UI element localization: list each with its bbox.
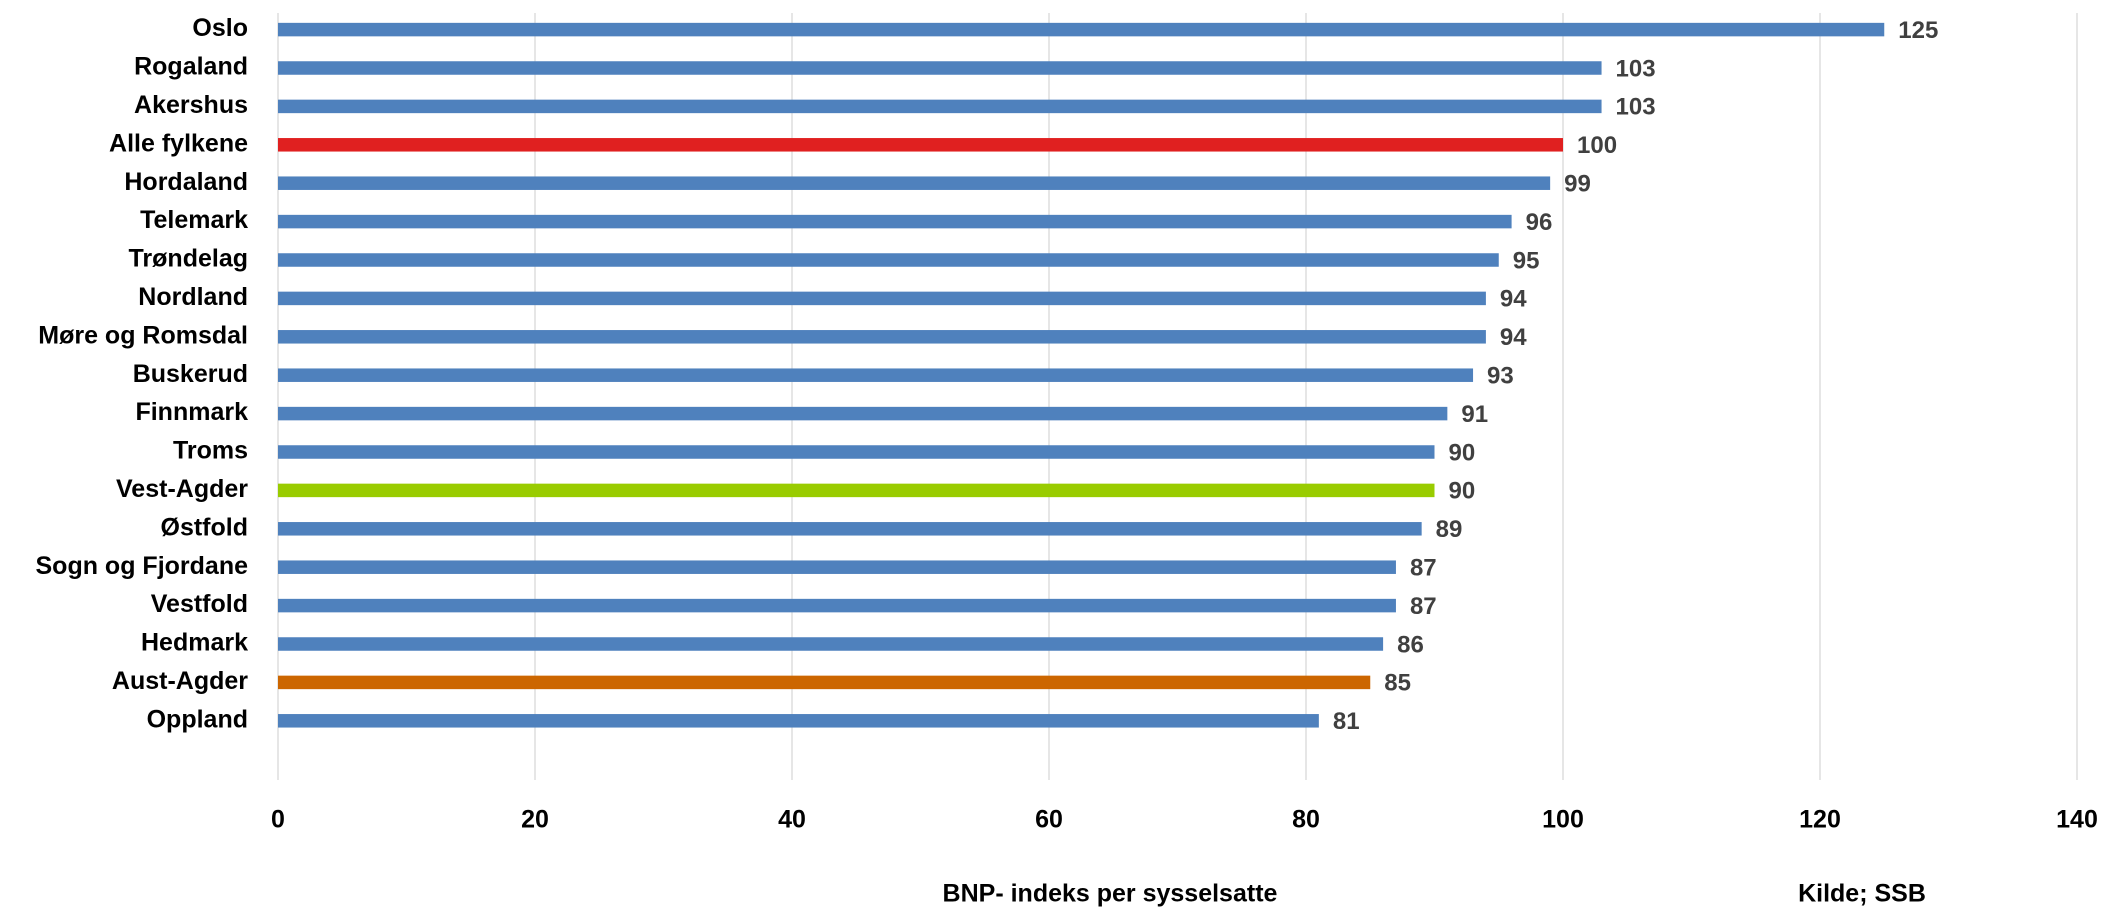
bar (278, 368, 1474, 382)
bar (278, 61, 1602, 75)
y-tick-label: Aust-Agder (112, 667, 248, 695)
y-tick-label: Oppland (147, 705, 248, 733)
y-tick-label: Møre og Romsdal (38, 321, 248, 349)
bar (278, 598, 1396, 613)
value-label: 89 (1436, 516, 1463, 543)
y-tick-label: Troms (173, 437, 248, 465)
source-note: Kilde; SSB (1798, 880, 1926, 908)
x-tick-label: 140 (2056, 806, 2098, 834)
value-label: 95 (1513, 247, 1540, 274)
bar (278, 406, 1448, 421)
bar (278, 138, 1563, 152)
y-tick-label: Nordland (138, 283, 248, 311)
x-tick-label: 100 (1542, 806, 1584, 834)
value-label: 103 (1616, 55, 1656, 82)
bar (278, 560, 1396, 574)
x-axis-label: BNP- indeks per sysselsatte (943, 880, 1278, 908)
value-label: 96 (1526, 209, 1553, 236)
y-tick-label: Finnmark (135, 398, 248, 426)
value-label: 100 (1577, 132, 1617, 159)
y-tick-label: Akershus (134, 91, 248, 119)
value-label: 81 (1333, 708, 1360, 735)
y-tick-label: Hordaland (124, 168, 248, 196)
y-tick-label: Sogn og Fjordane (36, 552, 249, 580)
x-tick-label: 80 (1292, 806, 1320, 834)
value-label: 94 (1500, 324, 1527, 351)
value-label: 87 (1410, 593, 1437, 620)
bar (278, 522, 1422, 536)
y-tick-label: Vestfold (151, 590, 248, 618)
bar (278, 176, 1551, 190)
bar (278, 291, 1486, 306)
bar (278, 445, 1435, 459)
y-tick-label: Buskerud (133, 360, 248, 388)
y-tick-label: Oslo (192, 14, 248, 42)
value-label: 99 (1564, 171, 1591, 198)
x-tick-label: 60 (1035, 806, 1063, 834)
bar (278, 253, 1499, 267)
value-label: 87 (1410, 555, 1437, 582)
x-tick-label: 20 (521, 806, 549, 834)
bar (278, 483, 1435, 498)
x-tick-label: 40 (778, 806, 806, 834)
bar (278, 99, 1602, 114)
y-tick-label: Rogaland (134, 53, 248, 81)
y-tick-label: Telemark (140, 206, 248, 234)
value-label: 90 (1449, 439, 1476, 466)
y-tick-label: Trøndelag (129, 245, 248, 273)
bar (278, 214, 1512, 229)
value-label: 85 (1384, 670, 1411, 697)
y-tick-label: Østfold (161, 513, 249, 541)
bar (278, 330, 1486, 344)
x-tick-label: 0 (271, 806, 285, 834)
y-tick-label: Alle fylkene (109, 129, 248, 157)
value-label: 103 (1616, 94, 1656, 121)
value-label: 91 (1461, 401, 1488, 428)
y-tick-label: Vest-Agder (116, 475, 248, 503)
value-label: 86 (1397, 631, 1424, 658)
bar (278, 637, 1384, 651)
bar (278, 714, 1319, 728)
bar (278, 22, 1885, 37)
value-label: 93 (1487, 363, 1514, 390)
bar (278, 675, 1371, 690)
value-label: 125 (1898, 17, 1938, 44)
x-tick-label: 120 (1799, 806, 1841, 834)
y-tick-label: Hedmark (141, 629, 248, 657)
value-label: 90 (1449, 478, 1476, 505)
value-label: 94 (1500, 286, 1527, 313)
